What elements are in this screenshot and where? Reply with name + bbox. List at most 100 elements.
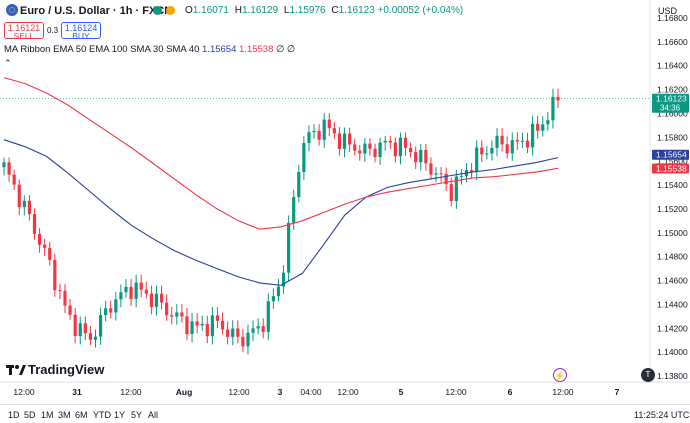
last-price-badge: 1.16123 — [656, 94, 687, 104]
candle-body — [348, 133, 352, 145]
candle-body — [358, 150, 362, 154]
candle-body — [459, 175, 464, 177]
eurusd-flag-icon — [6, 4, 18, 16]
candle-body — [144, 289, 148, 294]
candle-body — [495, 135, 499, 148]
candle-body — [220, 320, 225, 330]
candle-body — [536, 123, 540, 131]
candle-body — [505, 144, 509, 154]
candle-body — [7, 162, 11, 175]
candle-body — [68, 305, 72, 315]
candle-body — [388, 140, 392, 143]
candle-body — [302, 143, 306, 173]
candle-body — [403, 137, 408, 148]
candle-body — [520, 140, 525, 142]
candle-body — [226, 329, 230, 337]
price-tick-label: 1.14200 — [657, 323, 688, 333]
tf-3m[interactable]: 3M — [58, 410, 71, 420]
indicator-legend[interactable]: MA Ribbon EMA 50 EMA 100 SMA 30 SMA 40 1… — [4, 44, 295, 55]
ma-red-badge-bg — [652, 163, 689, 174]
tf-all[interactable]: All — [148, 410, 159, 420]
ema-50-line — [3, 139, 559, 286]
candle-body — [525, 140, 530, 148]
candle-body — [510, 140, 514, 154]
tf-1y[interactable]: 1Y — [114, 410, 126, 420]
candle-body — [73, 314, 77, 337]
candle-body — [241, 336, 245, 347]
price-tick-label: 1.15000 — [657, 228, 688, 238]
candle-body — [414, 152, 418, 163]
candle-body — [17, 184, 21, 208]
candle-body — [312, 130, 316, 133]
chart-header: Euro / U.S. Dollar · 1h · FXCM O1.16071 … — [0, 0, 650, 20]
candle-body — [195, 321, 199, 326]
candle-body — [32, 214, 37, 234]
timeframe-bar: 1D 5D 1M 3M 6M YTD 1Y 5Y All 11:25:24 UT… — [0, 404, 690, 423]
candle-body — [119, 292, 123, 300]
collapse-legend-icon[interactable]: ⌃ — [4, 58, 12, 68]
tf-5y[interactable]: 5Y — [131, 410, 143, 420]
candle-body — [114, 299, 118, 313]
candle-body — [159, 293, 164, 303]
candle-body — [205, 323, 209, 337]
candle-body — [256, 326, 260, 329]
candle-body — [287, 222, 291, 273]
candle-body — [469, 170, 474, 172]
candle-body — [251, 328, 255, 333]
candle-body — [419, 149, 423, 163]
candle-body — [185, 316, 189, 335]
ema-100-line — [3, 77, 559, 230]
tf-5d[interactable]: 5D — [24, 410, 36, 420]
candle-body — [266, 301, 270, 332]
candle-body — [449, 184, 453, 202]
candle-body — [2, 162, 6, 168]
buy-button[interactable]: 1.16124 BUY — [61, 22, 101, 40]
time-tick-label: 3 — [278, 387, 283, 397]
ohlc-values: O1.16071 H1.16129 L1.15976 C1.16123 +0.0… — [185, 5, 464, 16]
candle-body — [439, 173, 443, 175]
tradingview-logo-text: TradingView — [28, 362, 105, 377]
tf-1d[interactable]: 1D — [8, 410, 20, 420]
tf-ytd[interactable]: YTD — [93, 410, 111, 420]
candle-body — [342, 133, 347, 149]
candle-body — [246, 332, 250, 347]
lightning-icon[interactable]: ⚡ — [553, 368, 567, 382]
currency-label[interactable]: USD — [658, 6, 678, 16]
candle-body — [190, 321, 194, 335]
market-open-status-icon — [153, 6, 162, 15]
time-tick-label: 31 — [72, 387, 82, 397]
candle-body — [271, 296, 275, 302]
candle-body — [104, 308, 108, 316]
candle-body — [322, 119, 326, 140]
ma-red-badge: 1.15538 — [656, 164, 687, 174]
symbol-title[interactable]: Euro / U.S. Dollar · 1h · FXCM — [20, 5, 174, 17]
price-tick-label: 1.14400 — [657, 299, 688, 309]
price-tick-label: 1.13800 — [657, 371, 688, 381]
tf-1m[interactable]: 1M — [41, 410, 54, 420]
candle-body — [500, 135, 504, 145]
last-price-badge-bg — [652, 93, 689, 113]
price-tick-label: 1.14600 — [657, 276, 688, 286]
timezone-icon[interactable]: T — [641, 368, 655, 382]
time-tick-label: Aug — [176, 387, 193, 397]
utc-clock[interactable]: 11:25:24 UTC — [634, 410, 690, 420]
candle-body — [327, 119, 331, 129]
time-tick-label: 12:00 — [552, 387, 574, 397]
candle-body — [475, 147, 479, 172]
candle-body — [98, 315, 103, 337]
indicator-value-blue: 1.15654 — [202, 44, 237, 55]
candle-body — [551, 96, 555, 121]
candle-body — [292, 197, 296, 223]
indicator-value-red: 1.15538 — [239, 44, 274, 55]
tf-6m[interactable]: 6M — [75, 410, 88, 420]
tradingview-logo-icon — [6, 365, 26, 375]
candle-body — [139, 282, 143, 290]
sell-button[interactable]: 1.16121 SELL — [4, 22, 44, 40]
candle-body — [109, 308, 113, 313]
candle-body — [63, 290, 67, 306]
candle-body — [43, 244, 47, 248]
candle-body — [180, 312, 184, 317]
price-tick-label: 1.15200 — [657, 204, 688, 214]
candle-body — [378, 142, 382, 157]
